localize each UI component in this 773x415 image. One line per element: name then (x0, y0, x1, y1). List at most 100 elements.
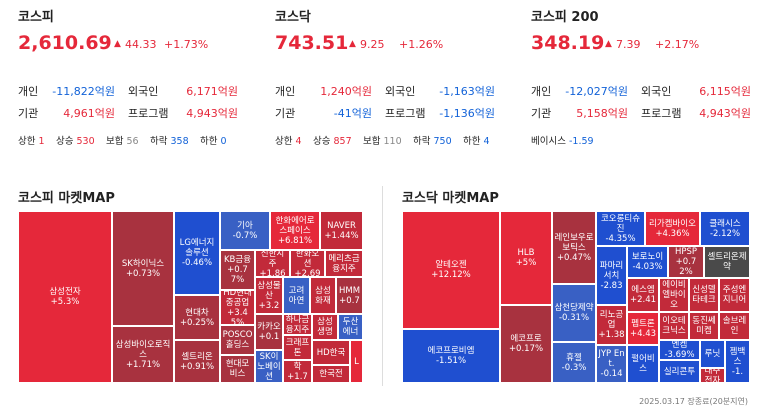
map-cell[interactable]: 현대모비스 (220, 355, 255, 383)
map-cell[interactable]: 젬백스 -1. (725, 340, 750, 383)
map-cell[interactable]: 크래프톤 (283, 335, 312, 360)
cell-name: HD한국 (316, 347, 346, 358)
investor-value: 5,158억원 (576, 107, 628, 120)
investor-label: 외국인 (641, 85, 672, 98)
map-cell[interactable]: LG화학+1.73 (283, 360, 312, 383)
investor-value: 4,961억원 (63, 107, 115, 120)
map-cell[interactable]: 엔켐 -3.69% (659, 340, 700, 360)
map-cell[interactable]: HD한국 (312, 340, 350, 365)
breadth-item: 하락 358 (150, 133, 189, 147)
map-cell[interactable]: 솔브레인 (719, 312, 750, 340)
cell-name: 삼성전자 (49, 287, 81, 297)
breadth-label: 하락 (150, 136, 168, 147)
map-cell[interactable]: NAVER +1.44% (320, 211, 363, 250)
map-cell[interactable]: SK이노베이션 (255, 350, 283, 383)
map-cell[interactable]: 한화오션 +2.69 (290, 250, 325, 277)
map-cell[interactable]: 에스엠 +2.41 (627, 278, 659, 312)
map-cell[interactable]: 삼성화재 (310, 277, 336, 314)
cell-change: -1. (731, 366, 744, 377)
map-cell[interactable]: 파마리서치 -2.83 (596, 246, 627, 305)
map-cell[interactable]: 알테오젠 +12.12% (402, 211, 500, 329)
map-cell[interactable]: 에코프로 +0.17% (500, 305, 552, 383)
cell-name: 카카오 (257, 322, 281, 332)
map-cell[interactable]: 두산에너 (338, 314, 363, 340)
investor-value: -1,163억원 (439, 85, 495, 98)
map-cell[interactable]: 주성엔지니어 (719, 278, 750, 312)
map-cell[interactable]: SK하이닉스 +0.73% (112, 211, 174, 326)
map-cell[interactable]: 에이비엘바이오 (659, 278, 689, 312)
cell-change: -0.7% (232, 230, 258, 241)
cell-change: -0.14 (600, 369, 623, 379)
map-cell[interactable]: 하나금융지주 (283, 314, 312, 335)
cell-change: +1.38 (598, 330, 625, 340)
breadth-label: 하한 (200, 136, 218, 147)
map-cell[interactable]: 실리콘투 (659, 360, 700, 383)
map-cell[interactable]: 리가켐바이오 +4.36% (645, 211, 700, 246)
index-name[interactable]: 코스닥 (275, 10, 311, 25)
map-cell[interactable]: 펩트론 +4.43 (627, 312, 659, 345)
map-cell[interactable]: 셀트리온제약 (704, 246, 750, 278)
breadth-value: 358 (170, 136, 189, 147)
index-value: 2,610.69 (18, 32, 112, 54)
breadth-value: 4 (483, 136, 490, 147)
map-cell[interactable]: 한화에어로스페이스 +6.81% (270, 211, 320, 250)
map-cell[interactable]: 셀트리온 +0.91% (174, 340, 220, 383)
cell-name: JYP Ent. (598, 349, 625, 369)
map-cell[interactable]: 보로노이 -4.03% (627, 246, 668, 278)
investor-value: -11,822억원 (52, 85, 115, 98)
investor-value: 6,171억원 (186, 85, 238, 98)
map-cell[interactable]: 펄어비스 (627, 345, 659, 383)
map-cell[interactable]: 메리츠금융지주 (325, 250, 363, 277)
breadth-label: 하한 (463, 136, 481, 147)
cell-name: 신한지주 (260, 250, 285, 269)
cell-name: 하나금융지주 (285, 314, 310, 335)
breadth-value: 530 (76, 136, 95, 147)
map-cell[interactable]: 루닛 (700, 340, 725, 368)
map-cell[interactable]: KB금융 +0.77% (220, 250, 255, 290)
breadth-item: 하락 750 (413, 133, 452, 147)
map-cell[interactable]: HMM +0.7 (336, 277, 363, 314)
map-cell[interactable]: JYP Ent. -0.14 (596, 345, 627, 383)
breadth-item: 상한 1 (18, 133, 45, 147)
cell-name: 삼성생명 (317, 317, 333, 337)
map-cell[interactable]: 신한지주 +1.86 (255, 250, 290, 277)
map-cell[interactable]: 에코프로비엠 -1.51% (402, 329, 500, 383)
map-cell[interactable]: 기아 -0.7% (220, 211, 270, 250)
map-cell[interactable]: HLB +5% (500, 211, 552, 305)
investor-label: 개인 (18, 85, 39, 98)
map-cell[interactable]: 대주전자 (700, 368, 725, 383)
map-cell[interactable]: 클래시스 -2.12% (700, 211, 750, 246)
map-cell[interactable]: 삼천당제약 -0.31% (552, 284, 596, 342)
map-cell[interactable]: 삼성바이오로직스 +1.71% (112, 326, 174, 383)
map-cell[interactable]: 삼성전자 +5.3% (18, 211, 112, 383)
breadth-item: 보합 56 (106, 133, 139, 147)
map-cell[interactable]: HD현대중공업 +3.45% (220, 290, 255, 325)
map-cell[interactable]: 카카오 +0.1 (255, 314, 283, 350)
up-arrow: ▲ (349, 39, 356, 49)
map-cell[interactable]: 한국전 (312, 365, 350, 383)
map-cell[interactable]: 레인보우로보틱스 +0.47% (552, 211, 596, 284)
cell-name: LG에너지솔루션 (179, 238, 215, 258)
map-cell[interactable]: 고려아연 (283, 277, 310, 314)
cell-name: 셀트리온 (181, 351, 213, 362)
map-cell[interactable]: 코오롱티슈진 -4.35% (596, 211, 645, 246)
index-name[interactable]: 코스피 200 (531, 10, 599, 25)
map-cell[interactable]: LG에너지솔루션 -0.46% (174, 211, 220, 295)
up-arrow: ▲ (605, 39, 612, 49)
map-cell[interactable]: L (350, 340, 363, 383)
map-cell[interactable]: 삼성생명 (312, 314, 338, 340)
map-cell[interactable]: 리노공업 +1.38 (596, 305, 627, 345)
map-cell[interactable]: 신성델타테크 (689, 278, 719, 312)
map-cell[interactable]: 현대차 +0.25% (174, 295, 220, 340)
map-cell[interactable]: 동진쎄미켐 (689, 312, 719, 340)
map-cell[interactable]: 삼성물산 +3.2 (255, 277, 283, 314)
map-cell[interactable]: POSCO홀딩스 (220, 325, 255, 355)
cell-name: SK이노베이션 (257, 351, 281, 382)
map-cell[interactable]: 이오테크닉스 (659, 312, 689, 340)
footer: 2025.03.17 장종료(20분지연) (639, 397, 748, 406)
cell-name: KB금융 (223, 255, 252, 265)
index-name[interactable]: 코스피 (18, 10, 54, 25)
cell-change: +3.45% (227, 307, 248, 325)
map-cell[interactable]: HPSP +0.72% (668, 246, 704, 278)
map-cell[interactable]: 휴젤 -0.3% (552, 342, 596, 383)
